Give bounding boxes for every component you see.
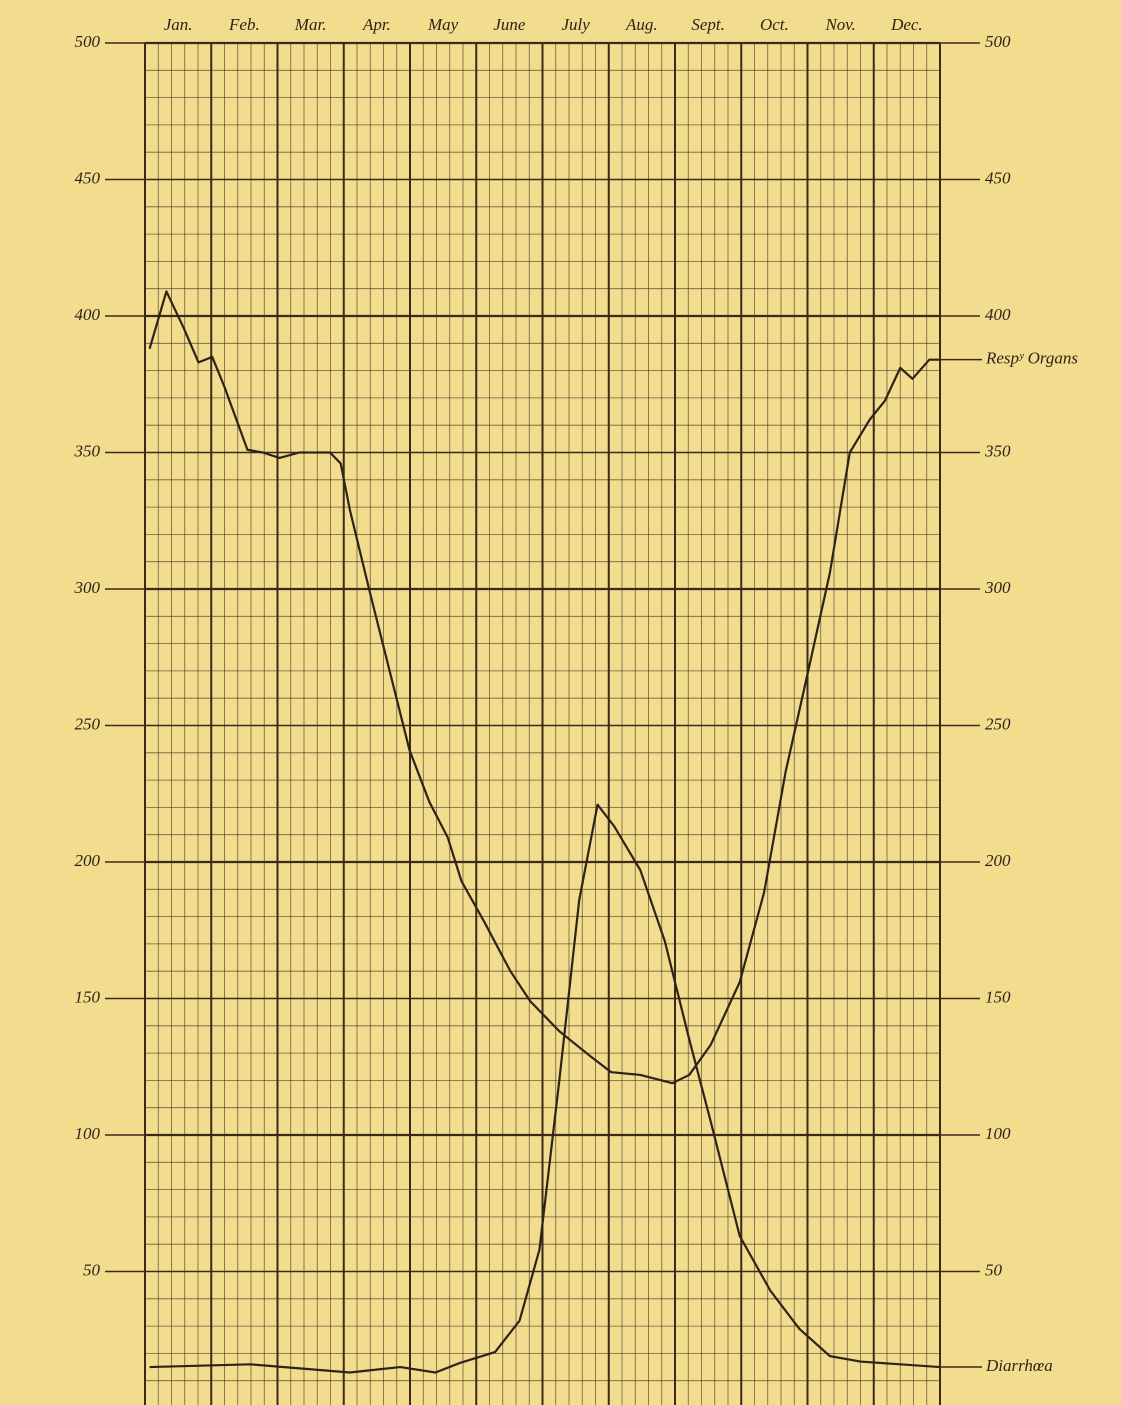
y2-tick-label: 450	[985, 168, 1011, 187]
legend-label: Diarrhœa	[985, 1356, 1053, 1375]
x-tick-label: May	[427, 15, 459, 34]
x-tick-label: Nov.	[824, 15, 855, 34]
y-tick-label: 400	[75, 305, 101, 324]
series-line	[149, 803, 941, 1374]
y-tick-label: 200	[75, 851, 101, 870]
x-tick-label: Aug.	[625, 15, 658, 34]
x-tick-label: June	[493, 15, 526, 34]
y2-tick-label: 350	[984, 441, 1011, 460]
y-tick-label: 50	[83, 1260, 101, 1279]
y-tick-label: 250	[75, 714, 101, 733]
y2-tick-label: 100	[985, 1124, 1011, 1143]
x-tick-label: Jan.	[164, 15, 193, 34]
y2-tick-label: 400	[985, 305, 1011, 324]
y2-tick-label: 300	[984, 578, 1011, 597]
y-tick-label: 450	[75, 168, 101, 187]
series-line	[148, 290, 940, 1085]
x-tick-label: Sept.	[691, 15, 725, 34]
y2-tick-label: 200	[985, 851, 1011, 870]
x-tick-label: Oct.	[760, 15, 789, 34]
y2-tick-label: 250	[985, 714, 1011, 733]
x-tick-label: Apr.	[362, 15, 391, 34]
y2-tick-label: 150	[985, 987, 1011, 1006]
y2-tick-label: 50	[985, 1260, 1003, 1279]
y-tick-label: 100	[75, 1124, 101, 1143]
y-tick-label: 500	[75, 32, 101, 51]
y-tick-label: 350	[74, 441, 101, 460]
x-tick-label: Feb.	[228, 15, 260, 34]
legend-label: Respʸ Organs	[985, 349, 1078, 368]
y2-tick-label: 500	[985, 32, 1011, 51]
y-tick-label: 150	[75, 987, 101, 1006]
x-tick-label: July	[561, 15, 590, 34]
x-tick-label: Mar.	[294, 15, 327, 34]
x-tick-label: Dec.	[890, 15, 923, 34]
y-tick-label: 300	[74, 578, 101, 597]
